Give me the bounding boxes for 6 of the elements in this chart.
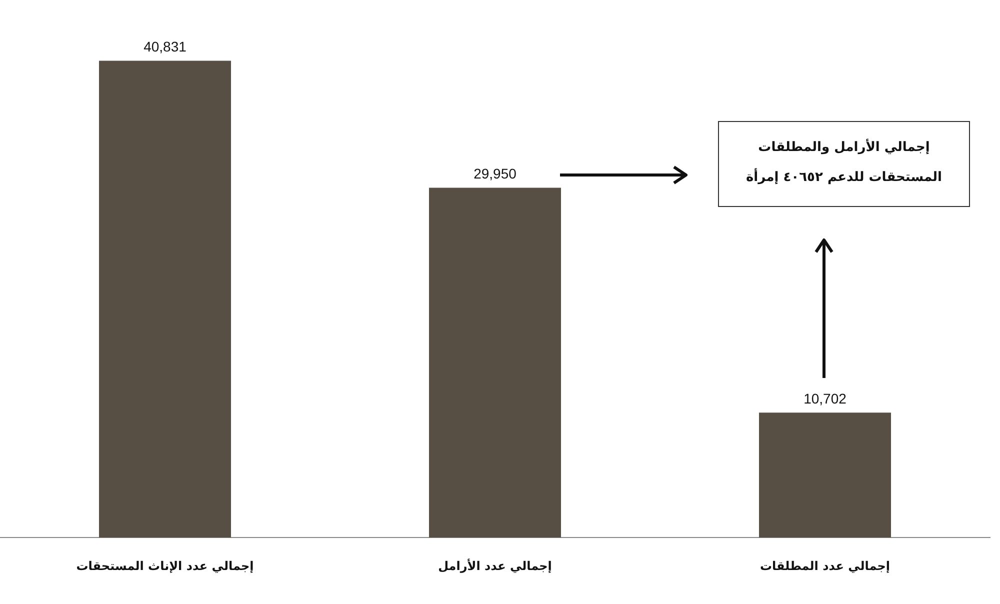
x-tick-label: إجمالي عدد الأرامل (438, 558, 552, 573)
x-tick-label: إجمالي عدد المطلقات (760, 558, 890, 573)
x-tick-label: إجمالي عدد الإناث المستحقات (76, 558, 254, 573)
data-label: 29,950 (474, 166, 517, 182)
data-label: 10,702 (804, 390, 847, 406)
data-label: 40,831 (144, 38, 187, 55)
